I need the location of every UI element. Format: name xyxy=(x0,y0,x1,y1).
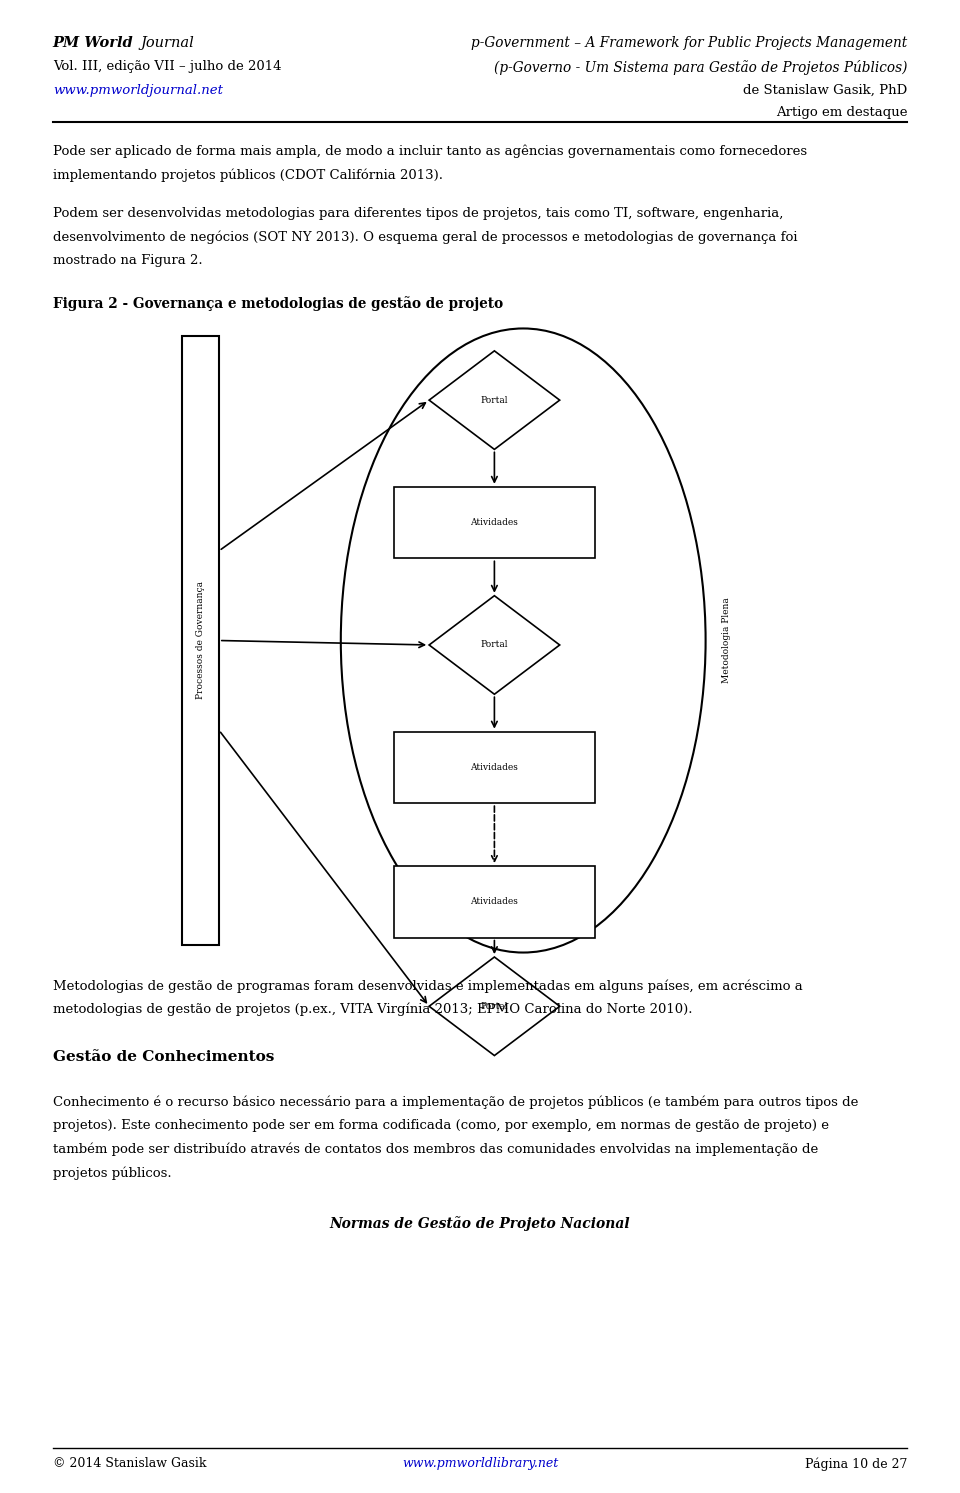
Text: Atividades: Atividades xyxy=(470,897,518,906)
Text: © 2014 Stanislaw Gasik: © 2014 Stanislaw Gasik xyxy=(53,1457,206,1471)
Polygon shape xyxy=(429,957,560,1056)
Text: Vol. III, edição VII – julho de 2014: Vol. III, edição VII – julho de 2014 xyxy=(53,60,281,73)
Text: www.pmworldlibrary.net: www.pmworldlibrary.net xyxy=(402,1457,558,1471)
Text: Gestão de Conhecimentos: Gestão de Conhecimentos xyxy=(53,1051,275,1065)
Polygon shape xyxy=(429,351,560,449)
Text: desenvolvimento de negócios (SOT NY 2013). O esquema geral de processos e metodo: desenvolvimento de negócios (SOT NY 2013… xyxy=(53,230,798,243)
Text: Artigo em destaque: Artigo em destaque xyxy=(776,106,907,119)
Text: www.pmworldjournal.net: www.pmworldjournal.net xyxy=(53,84,223,97)
Text: Atividades: Atividades xyxy=(470,518,518,527)
Text: Podem ser desenvolvidas metodologias para diferentes tipos de projetos, tais com: Podem ser desenvolvidas metodologias par… xyxy=(53,208,783,219)
Text: metodologias de gestão de projetos (p.ex., VITA Virgínia 2013; EPMO Carolina do : metodologias de gestão de projetos (p.ex… xyxy=(53,1003,692,1017)
Text: Processos de Governança: Processos de Governança xyxy=(196,581,205,700)
Text: Pode ser aplicado de forma mais ampla, de modo a incluir tanto as agências gover: Pode ser aplicado de forma mais ampla, d… xyxy=(53,145,807,158)
Text: implementando projetos públicos (CDOT Califórnia 2013).: implementando projetos públicos (CDOT Ca… xyxy=(53,169,443,182)
Text: Portal: Portal xyxy=(481,396,508,405)
Text: Atividades: Atividades xyxy=(470,763,518,772)
Text: Conhecimento é o recurso básico necessário para a implementação de projetos públ: Conhecimento é o recurso básico necessár… xyxy=(53,1096,858,1109)
Bar xyxy=(182,336,219,945)
Text: Portal: Portal xyxy=(481,640,508,649)
Bar xyxy=(394,487,595,558)
Text: também pode ser distribuído através de contatos dos membros das comunidades envo: também pode ser distribuído através de c… xyxy=(53,1142,818,1156)
Text: Metodologia Plena: Metodologia Plena xyxy=(722,597,732,684)
Text: mostrado na Figura 2.: mostrado na Figura 2. xyxy=(53,254,203,267)
Text: PM World: PM World xyxy=(53,36,138,49)
Text: Normas de Gestão de Projeto Nacional: Normas de Gestão de Projeto Nacional xyxy=(329,1217,631,1232)
Text: p-Government – A Framework for Public Projects Management: p-Government – A Framework for Public Pr… xyxy=(471,36,907,49)
Text: Journal: Journal xyxy=(140,36,194,49)
Text: Página 10 de 27: Página 10 de 27 xyxy=(804,1457,907,1471)
Text: Metodologias de gestão de programas foram desenvolvidas e implementadas em algun: Metodologias de gestão de programas fora… xyxy=(53,979,803,993)
Polygon shape xyxy=(429,596,560,694)
Text: (p-Governo - Um Sistema para Gestão de Projetos Públicos): (p-Governo - Um Sistema para Gestão de P… xyxy=(493,60,907,75)
Bar xyxy=(394,732,595,803)
Text: de Stanislaw Gasik, PhD: de Stanislaw Gasik, PhD xyxy=(743,84,907,97)
Text: projetos públicos.: projetos públicos. xyxy=(53,1166,172,1179)
Text: Portal: Portal xyxy=(481,1002,508,1011)
Bar xyxy=(394,866,595,938)
Text: Figura 2 - Governança e metodologias de gestão de projeto: Figura 2 - Governança e metodologias de … xyxy=(53,296,503,311)
Text: projetos). Este conhecimento pode ser em forma codificada (como, por exemplo, em: projetos). Este conhecimento pode ser em… xyxy=(53,1118,828,1132)
